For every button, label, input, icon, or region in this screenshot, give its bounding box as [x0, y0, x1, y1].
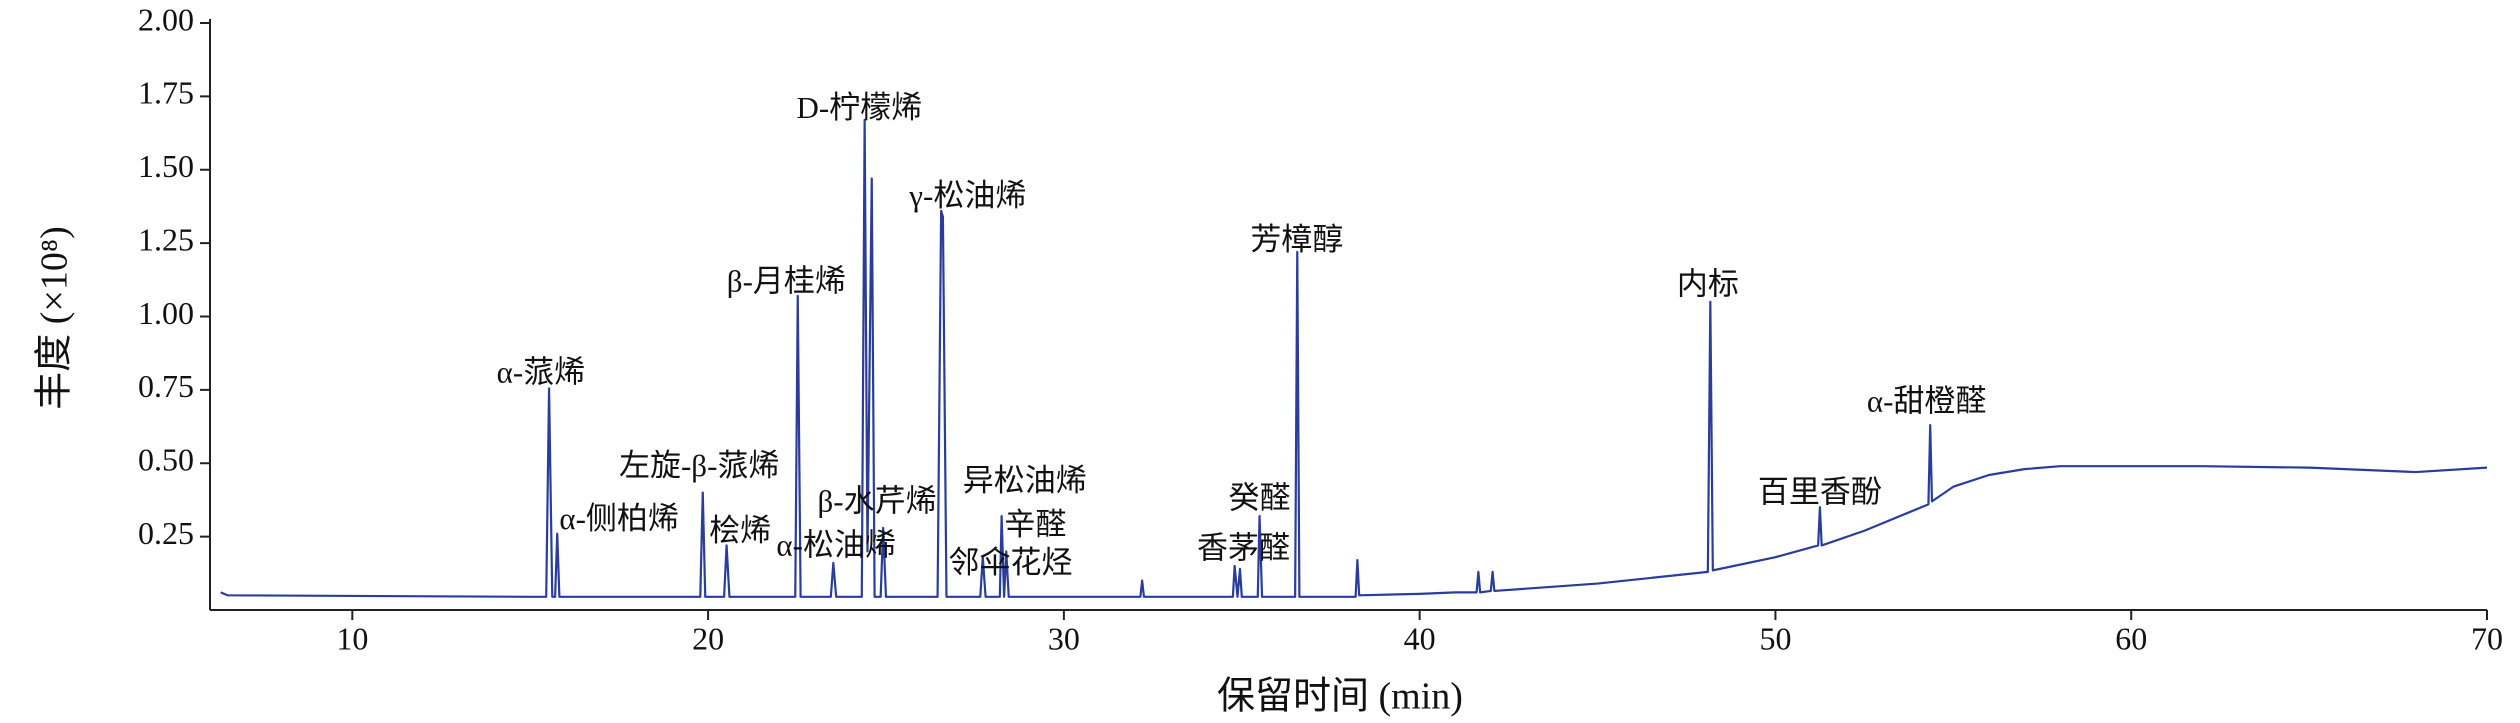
- peak-label: α-松油烯: [776, 527, 896, 562]
- peak-label: 芳樟醇: [1250, 222, 1343, 257]
- peak-label: 癸醛: [1229, 481, 1291, 516]
- x-tick-label: 50: [1759, 620, 1791, 656]
- y-tick-label: 2.00: [138, 1, 194, 37]
- peak-label: 百里香酚: [1758, 475, 1882, 510]
- x-tick-label: 70: [2471, 620, 2503, 656]
- peak-label: 异松油烯: [963, 463, 1087, 498]
- peak-label: 内标: [1677, 266, 1739, 301]
- peak-label: γ-松油烯: [908, 178, 1026, 213]
- y-axis-label: 丰度 (×10⁸): [34, 226, 76, 410]
- y-tick-label: 1.25: [138, 221, 194, 257]
- peak-label: β-水芹烯: [818, 483, 937, 518]
- peak-label: α-侧柏烯: [559, 501, 679, 536]
- peak-label: β-月桂烯: [727, 263, 846, 298]
- peak-label: 邻伞花烃: [949, 545, 1073, 580]
- peak-label: 左旋-β-蒎烯: [619, 448, 779, 483]
- x-axis-label: 保留时间 (min): [1217, 676, 1463, 718]
- x-tick-label: 60: [2115, 620, 2147, 656]
- peak-label: α-甜橙醛: [1867, 384, 1987, 419]
- y-tick-label: 0.25: [138, 515, 194, 551]
- peak-label: 香茅醛: [1197, 530, 1290, 565]
- y-tick-label: 0.75: [138, 368, 194, 404]
- x-tick-label: 40: [1404, 620, 1436, 656]
- peak-label: D-柠檬烯: [796, 90, 922, 125]
- x-tick-label: 30: [1048, 620, 1080, 656]
- peak-label: 桧烯: [709, 513, 771, 548]
- y-tick-label: 1.50: [138, 148, 194, 184]
- peak-label: 辛醛: [1004, 507, 1066, 542]
- chromatogram-line: [220, 118, 2488, 598]
- x-tick-label: 10: [336, 620, 368, 656]
- y-tick-label: 1.75: [138, 75, 194, 111]
- x-tick-label: 20: [692, 620, 724, 656]
- y-tick-label: 1.00: [138, 295, 194, 331]
- peak-label: α-蒎烯: [497, 354, 586, 389]
- y-tick-label: 0.50: [138, 442, 194, 478]
